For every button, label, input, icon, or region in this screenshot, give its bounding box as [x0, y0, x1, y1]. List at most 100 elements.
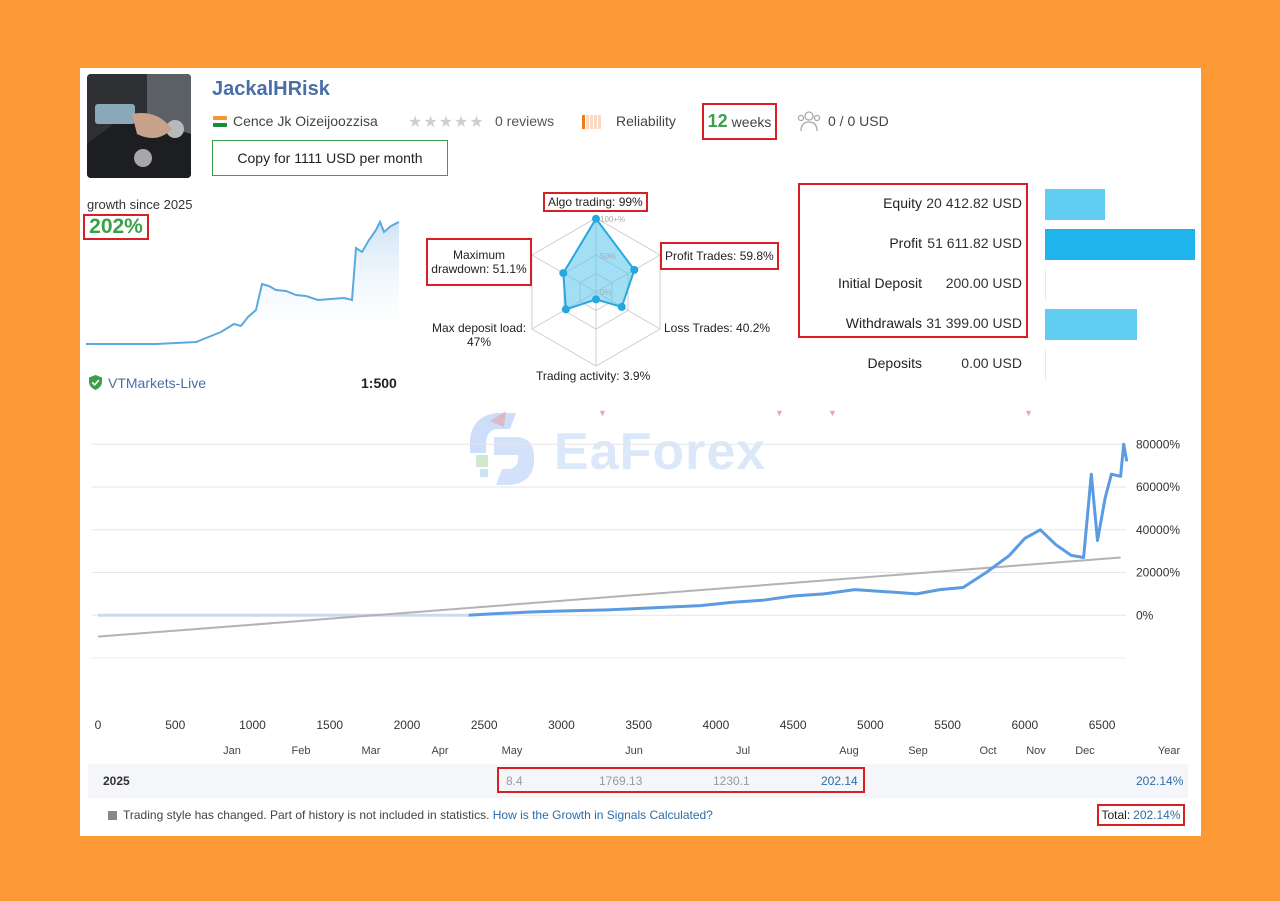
verified-shield-icon — [88, 375, 103, 395]
subscribers-value: 0 / 0 USD — [828, 113, 889, 129]
radar-point — [592, 295, 600, 304]
radar-point — [630, 265, 639, 274]
stat-name: Initial Deposit — [837, 275, 922, 291]
month-value-jun: 1769.13 — [599, 774, 643, 788]
radar-point — [559, 269, 568, 278]
stat-bar — [1045, 349, 1046, 380]
month-value-aug: 202.14 — [821, 774, 858, 788]
flag-icon — [213, 116, 227, 127]
stat-value: 200.00 USD — [945, 275, 1022, 291]
x-tick-label: 0 — [95, 718, 102, 732]
x-tick-label: 3500 — [625, 718, 652, 732]
eaforex-logo-icon — [470, 411, 534, 485]
month-label: Sep — [908, 745, 928, 757]
broker-link[interactable]: VTMarkets-Live — [108, 375, 207, 391]
total-label: Total: — [1101, 808, 1131, 822]
radar-polygon — [562, 216, 636, 311]
stat-value: 51 611.82 USD — [927, 235, 1022, 251]
month-label: Jan — [223, 745, 241, 757]
x-tick-label: 5000 — [857, 718, 884, 732]
stat-name: Deposits — [867, 355, 922, 371]
month-label: Mar — [362, 745, 381, 757]
x-tick-label: 4000 — [703, 718, 730, 732]
ring-100-label: 100+% — [600, 215, 625, 224]
reliability-icon — [582, 115, 601, 129]
subscribers-icon — [797, 110, 821, 137]
stat-name: Equity — [883, 195, 922, 211]
stat-value: 0.00 USD — [961, 355, 1022, 371]
trend-line — [97, 556, 1121, 638]
max-load-line2: 47% — [466, 335, 492, 349]
loss-trades-label: Loss Trades: 40.2% — [664, 321, 771, 335]
month-label: Year — [1158, 745, 1181, 757]
growth-label: growth since 2025 — [87, 197, 193, 212]
stat-row: Equity 20 412.82 USD — [798, 183, 1198, 223]
max-load-line1: Max deposit load: — [431, 321, 527, 335]
y-tick-label: 0% — [1136, 608, 1154, 622]
stat-name: Withdrawals — [845, 315, 922, 331]
x-tick-label: 3000 — [548, 718, 575, 732]
footer-note: Trading style has changed. Part of histo… — [123, 808, 713, 822]
y-tick-label: 80000% — [1136, 437, 1180, 451]
growth-line — [468, 442, 1129, 617]
month-label: May — [502, 745, 523, 757]
x-tick-label: 2000 — [394, 718, 421, 732]
growth-sparkline — [86, 219, 400, 348]
month-label: Jun — [625, 745, 643, 757]
x-tick-label: 4500 — [780, 718, 807, 732]
radar-point — [617, 302, 626, 311]
months-highlight — [497, 767, 865, 793]
event-marker-icon: ▼ — [828, 408, 837, 418]
leverage-value: 1:500 — [361, 375, 397, 391]
ring-50-label: 50% — [600, 252, 616, 261]
radar-point — [561, 305, 570, 314]
stat-bar — [1045, 189, 1105, 220]
max-drawdown-label: Maximum drawdown: 51.1% — [426, 238, 532, 286]
stat-name: Profit — [889, 235, 922, 251]
info-icon — [108, 811, 117, 820]
event-marker-icon: ▼ — [598, 408, 607, 418]
event-marker-icon: ▼ — [1024, 408, 1033, 418]
y-tick-label: 20000% — [1136, 566, 1180, 580]
radar-chart: 100+% 50% 0% — [531, 214, 661, 367]
x-tick-label: 5500 — [934, 718, 961, 732]
watermark-text: EaForex — [554, 423, 767, 481]
year-label: 2025 — [103, 774, 130, 788]
event-marker-icon: ▼ — [775, 408, 784, 418]
stat-bar — [1045, 229, 1195, 260]
weeks-label: weeks — [731, 113, 772, 130]
rating-stars: ★★★★★ — [408, 114, 485, 131]
copy-button[interactable]: Copy for 1111 USD per month — [212, 140, 448, 176]
stat-bar — [1045, 309, 1137, 340]
stat-row: Deposits 0.00 USD — [798, 343, 1198, 383]
radar-point — [592, 214, 600, 223]
stat-row: Withdrawals 31 399.00 USD — [798, 303, 1198, 343]
growth-value: 202% — [83, 214, 149, 240]
year-total: 202.14% — [1136, 774, 1184, 788]
month-label: Dec — [1075, 745, 1095, 757]
month-label: Apr — [431, 745, 448, 757]
stat-row: Profit 51 611.82 USD — [798, 223, 1198, 263]
x-tick-label: 6500 — [1089, 718, 1116, 732]
max-drawdown-line2: drawdown: 51.1% — [431, 262, 527, 276]
total-badge: Total: 202.14% — [1097, 804, 1185, 826]
algo-trading-label: Algo trading: 99% — [543, 192, 648, 212]
trader-name[interactable]: JackalHRisk — [212, 78, 330, 100]
reviews-link[interactable]: 0 reviews — [495, 113, 555, 129]
growth-calc-link[interactable]: How is the Growth in Signals Calculated? — [492, 808, 713, 822]
footer-note-text: Trading style has changed. Part of histo… — [123, 808, 490, 822]
month-label: Oct — [979, 745, 996, 757]
stats-highlight — [798, 183, 1028, 338]
x-tick-label: 1000 — [239, 718, 266, 732]
month-value-may: 8.4 — [506, 774, 523, 788]
y-tick-label: 60000% — [1136, 480, 1180, 494]
country-label: Cence Jk Oizeijoozzisa — [233, 113, 378, 129]
stat-bar — [1045, 269, 1046, 300]
max-deposit-load-label: Max deposit load: 47% — [428, 321, 530, 349]
ring-0-label: 0% — [600, 288, 612, 297]
month-label: Aug — [839, 745, 859, 757]
avatar[interactable] — [87, 74, 191, 178]
profit-trades-label: Profit Trades: 59.8% — [660, 242, 779, 270]
total-value: 202.14% — [1133, 808, 1181, 822]
x-tick-label: 2500 — [471, 718, 498, 732]
